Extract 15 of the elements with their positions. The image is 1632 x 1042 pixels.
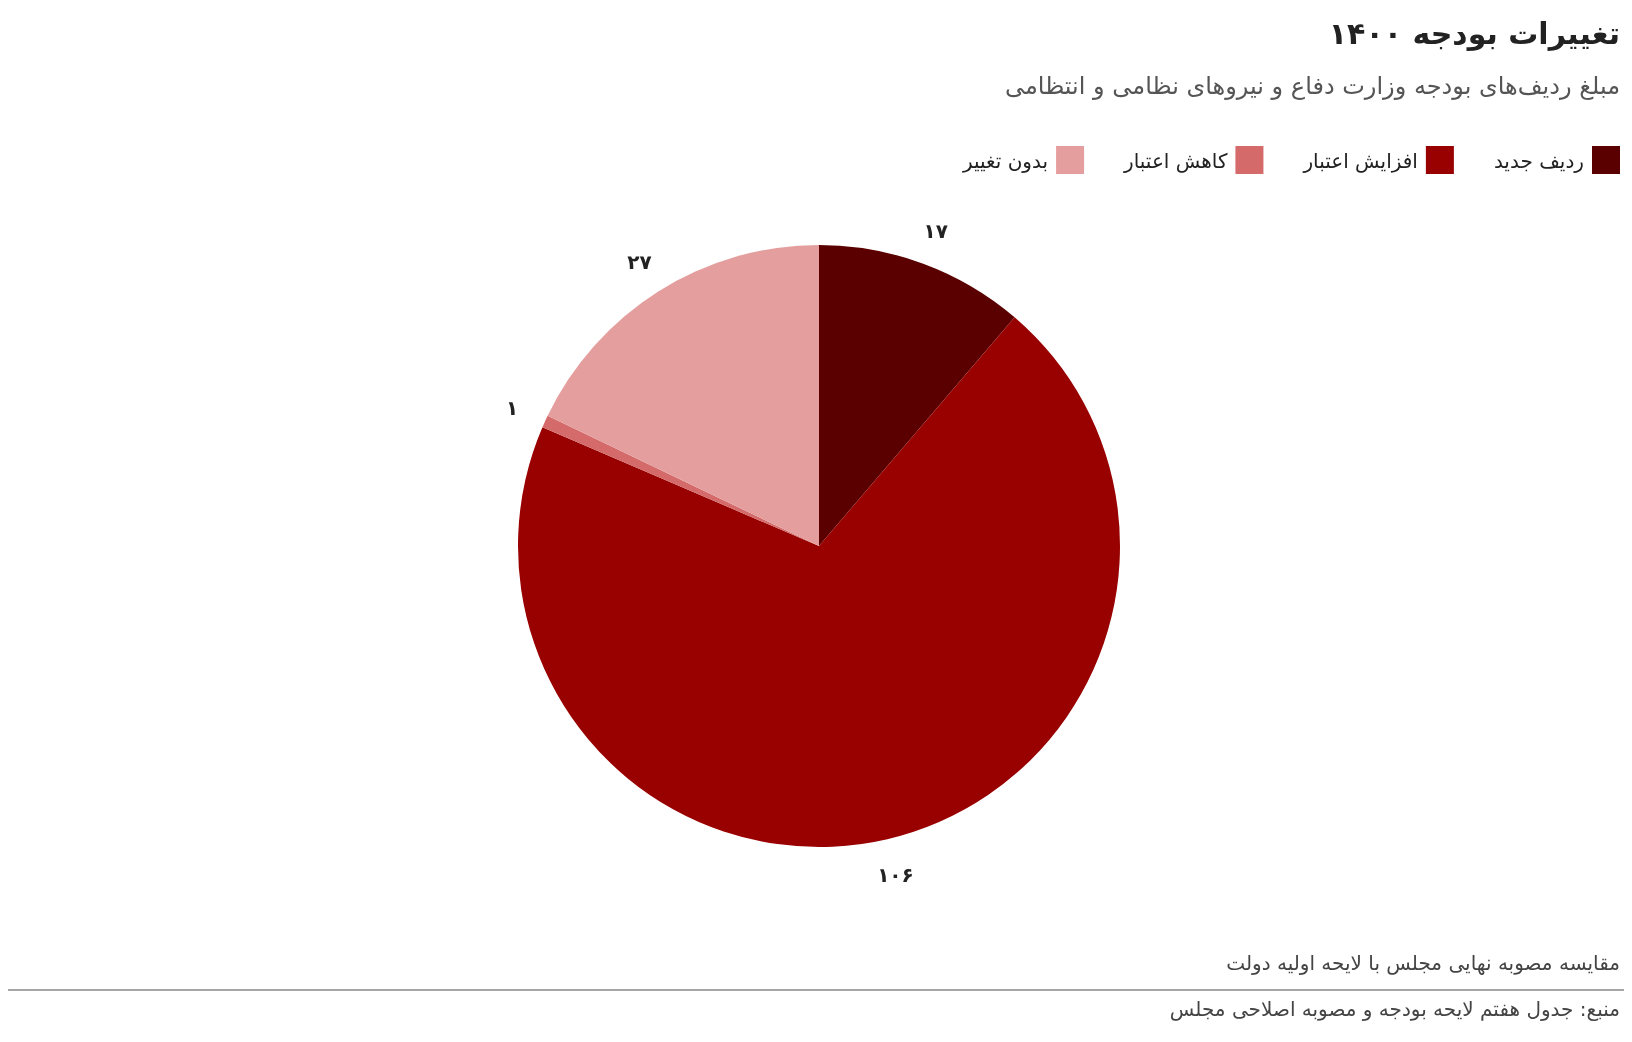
text: منبع: جدول هفتم لایحه بودجه و مصوبه اصلاحی مجلس bbox=[1169, 997, 1620, 1021]
text: مقایسه مصوبه نهایی مجلس با لایحه اولیه دولت bbox=[1226, 951, 1620, 975]
legend-label: بدون تغییر bbox=[961, 149, 1049, 173]
legend-label: افزایش اعتبار bbox=[1302, 149, 1418, 173]
legend-label: ردیف جدید bbox=[1493, 149, 1584, 173]
legend-label: کاهش اعتبار bbox=[1123, 149, 1228, 173]
data-label: ۱ bbox=[506, 395, 519, 420]
data-label: ۱۰۶ bbox=[877, 863, 914, 888]
chart-subtitle: مبلغ ردیف‌های بودجه وزارت دفاع و نیروهای نظامی و انتظامی bbox=[1005, 72, 1620, 100]
data-label: ۲۷ bbox=[627, 249, 652, 274]
pie-slice bbox=[518, 317, 1120, 847]
data-label: ۱۷ bbox=[923, 218, 948, 243]
pie-slice bbox=[819, 245, 1015, 546]
pie-slice bbox=[547, 245, 819, 546]
chart-title: تغییرات بودجه ۱۴۰۰ bbox=[1328, 16, 1620, 51]
